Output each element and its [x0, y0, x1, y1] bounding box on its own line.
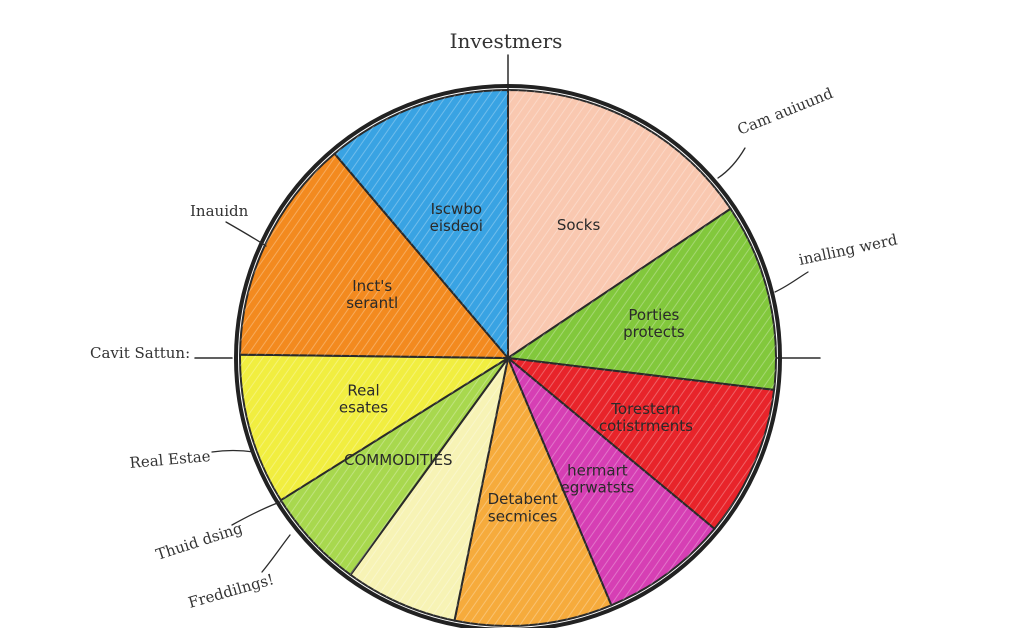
slice-label-3: hermart egrwatsts [561, 461, 635, 496]
annotation-left-axis: Cavit Sattun: [90, 344, 190, 362]
annotation-label-6: Thuid dsing [154, 519, 245, 564]
slice-label-line: Real [347, 381, 379, 399]
slice-label-9: Iscwbo eisdeoi [430, 199, 483, 234]
slice-label-1: Porties protects [623, 305, 685, 340]
slice-label-8: Inct's serantl [346, 276, 398, 311]
pie-slice-texture-0 [508, 90, 731, 358]
slice-label-line: Detabent [488, 490, 558, 508]
slice-label-line: egrwatsts [561, 478, 635, 496]
slice-label-line: Torestern [610, 399, 680, 417]
pie-slices [239, 88, 777, 627]
annotation-top-right: Cam auiuund [717, 84, 836, 179]
leader-line-1 [717, 147, 746, 179]
slice-label-line: Inct's [352, 276, 392, 294]
slice-label-line: secmices [488, 507, 558, 525]
pie-slice-texture-6 [280, 358, 508, 575]
annotation-label-2: inalling werd [797, 230, 899, 269]
slice-label-line: protects [623, 323, 685, 341]
slice-label-6: COMMODITIES [344, 451, 453, 469]
annotation-label-7: Freddilngs! [186, 570, 276, 612]
annotation-label-4: Cavit Sattun: [90, 344, 190, 362]
annotation-right: inalling werd [774, 230, 899, 293]
annotation-real-estate: Real Estae [129, 447, 255, 472]
slice-label-line: Porties [628, 305, 679, 323]
pie-slice-labels: Socks Porties protects Torestern cotistrment… [339, 199, 693, 525]
pie-slice-texture-1 [508, 208, 776, 390]
slice-label-line: hermart [567, 461, 628, 479]
leader-line-6 [231, 501, 281, 526]
annotation-label-5: Real Estae [129, 447, 212, 472]
chart-title: Investmers [450, 29, 563, 53]
leader-line-3 [225, 221, 267, 247]
slice-label-line: esates [339, 398, 388, 416]
slice-label-line: serantl [346, 294, 398, 312]
pie-slice-texture-2 [508, 358, 775, 529]
annotation-lower-left: Thuid dsing [154, 501, 281, 564]
slice-label-4: Detabent secmices [488, 490, 558, 525]
leader-line-7 [261, 534, 291, 573]
slice-label-2: Torestern cotistrments [599, 399, 693, 434]
annotation-label-3: Inauidn [190, 202, 249, 220]
slice-label-line: Iscwbo [431, 199, 482, 217]
annotation-left-upper: Inauidn [190, 202, 267, 247]
slice-label-7: Real esates [339, 381, 388, 416]
slice-label-line: cotistrments [599, 417, 693, 435]
pie-outline [234, 84, 782, 628]
pie-slice-texture-3 [508, 358, 715, 606]
annotation-label-1: Cam auiuund [735, 84, 836, 139]
pie-slice-texture-8 [240, 153, 508, 358]
leader-line-5 [211, 449, 255, 453]
pie-slice-texture-9 [334, 90, 508, 358]
slice-label-0: Socks [557, 216, 601, 234]
pie-slice-texture-5 [350, 358, 508, 621]
pie-slice-texture-7 [239, 354, 508, 501]
pie-slice-texture-4 [454, 358, 612, 627]
leader-line-2 [774, 271, 809, 293]
slice-label-line: eisdeoi [430, 217, 483, 235]
